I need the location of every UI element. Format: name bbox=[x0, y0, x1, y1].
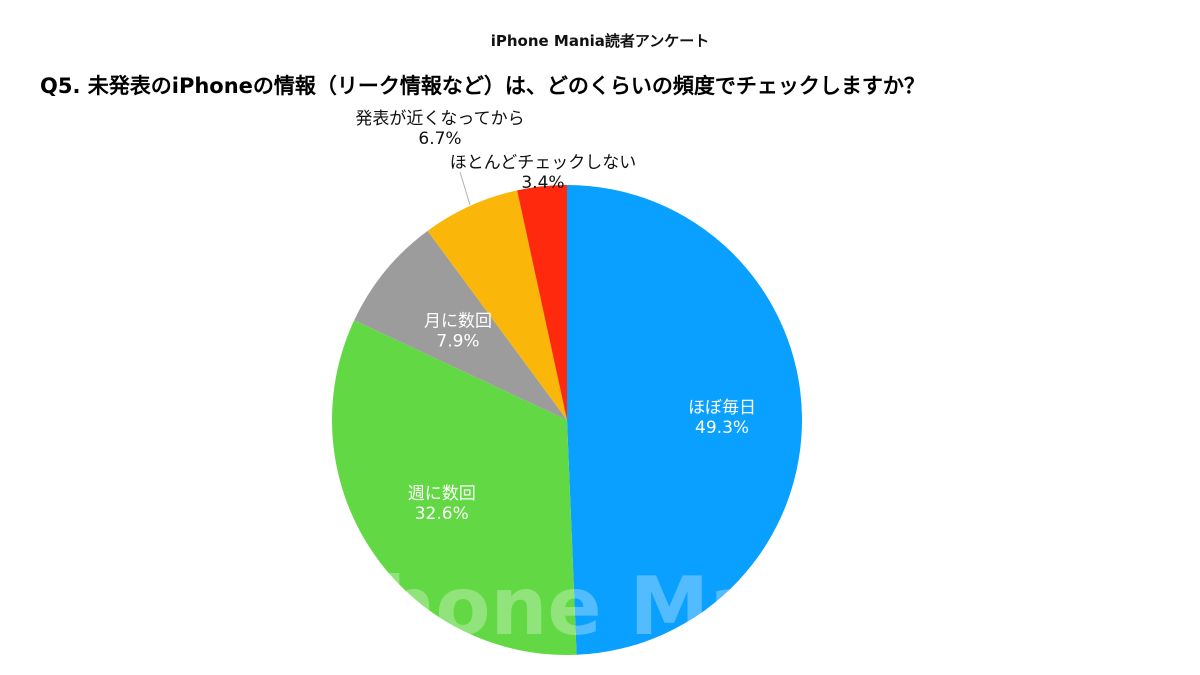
slice-value-2: 32.6% bbox=[415, 504, 469, 524]
pie-slice-4 bbox=[427, 190, 567, 420]
slice-value-3: 7.9% bbox=[436, 332, 479, 352]
slice-label-3: 月に数回 bbox=[424, 312, 492, 332]
pie-slice-2 bbox=[331, 320, 577, 655]
slice-label-1: ほぼ毎日 bbox=[688, 398, 756, 418]
slice-label-2: 週に数回 bbox=[408, 484, 476, 504]
leader-line-4 bbox=[459, 171, 471, 206]
chart-title: Q5. 未発表のiPhoneの情報（リーク情報など）は、どのくらいの頻度でチェッ… bbox=[40, 74, 925, 98]
slice-label-5: ほとんどチェックしない bbox=[450, 153, 637, 173]
watermark: iPhone Mania bbox=[293, 560, 902, 653]
pie-slice-3 bbox=[354, 230, 567, 420]
slice-value-5: 3.4% bbox=[521, 173, 564, 193]
slice-value-4: 6.7% bbox=[418, 129, 461, 149]
slice-value-1: 49.3% bbox=[695, 418, 749, 438]
pie-slice-1 bbox=[567, 185, 802, 655]
leader-lines bbox=[459, 171, 471, 206]
pie-slice-5 bbox=[517, 185, 567, 420]
slice-label-4: 発表が近くなってから bbox=[355, 109, 524, 129]
chart-subtitle: iPhone Mania読者アンケート bbox=[490, 32, 710, 50]
pie-slices bbox=[331, 185, 802, 655]
